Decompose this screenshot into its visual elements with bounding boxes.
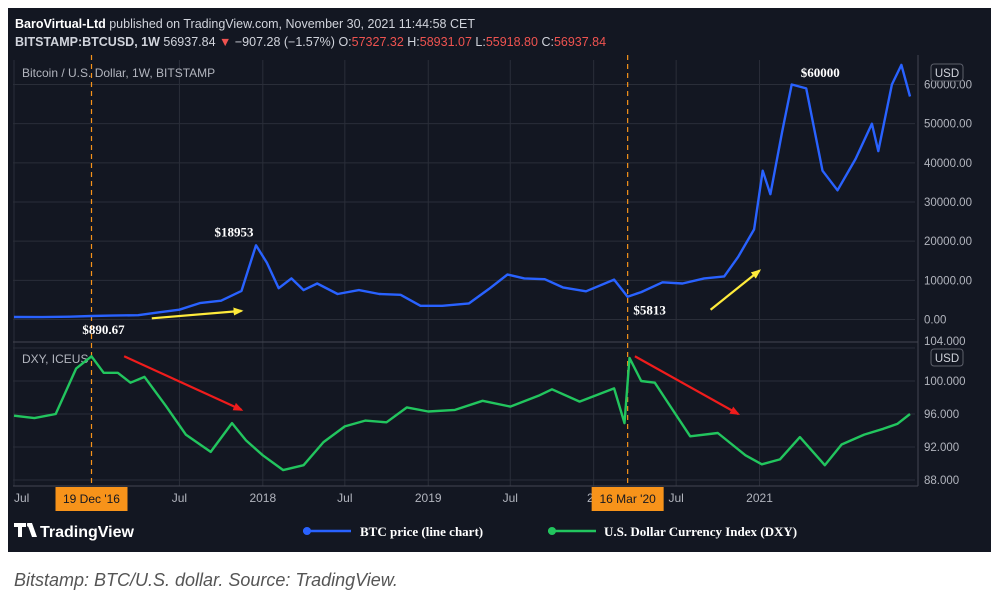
legend-swatch-dot: [548, 527, 556, 535]
date-marker-badge: [591, 487, 664, 511]
x-tick-label: Jul: [503, 491, 518, 505]
high-value: 58931.07: [419, 35, 472, 49]
close-label: C:: [541, 35, 554, 49]
open-label: O:: [338, 35, 352, 49]
y-tick-label: 100.000: [924, 376, 966, 388]
y-tick-label: 96.000: [924, 409, 959, 421]
y-tick-label: 30000.00: [924, 197, 972, 209]
x-tick-label: Jul: [668, 491, 683, 505]
legend-label: U.S. Dollar Currency Index (DXY): [604, 524, 797, 539]
panel-title: Bitcoin / U.S. Dollar, 1W, BITSTAMP: [22, 66, 215, 80]
y-tick-label: 88.000: [924, 475, 959, 487]
price-annotation: $60000: [801, 65, 840, 80]
red-trend-arrow: [634, 355, 740, 415]
published-text: published on TradingView.com, November 3…: [109, 17, 475, 31]
y-tick-label: 50000.00: [924, 119, 972, 131]
low-label: L:: [475, 35, 486, 49]
dxy-line: [13, 355, 911, 472]
ohlc-line: BITSTAMP:BTCUSD, 1W 56937.84 ▼ −907.28 (…: [15, 35, 606, 49]
date-marker-badge: [55, 487, 128, 511]
x-tick-label: Jul: [172, 491, 187, 505]
x-tick-label: 2019: [415, 491, 442, 505]
red-trend-arrow: [123, 355, 244, 411]
y-tick-label: 40000.00: [924, 158, 972, 170]
y-tick-label: 0.00: [924, 315, 946, 327]
currency-label: USD: [935, 353, 959, 365]
y-tick-label: 104.000: [924, 336, 966, 348]
last-price: 56937.84: [163, 35, 216, 49]
price-annotation: $5813: [633, 303, 666, 318]
x-tick-label: 2018: [249, 491, 276, 505]
tradingview-logo: TradingView: [14, 523, 135, 541]
legend: BTC price (line chart) U.S. Dollar Curren…: [303, 524, 797, 539]
date-marker-label: 16 Mar '20: [599, 492, 656, 506]
figure-caption: Bitstamp: BTC/U.S. dollar. Source: Tradi…: [14, 570, 398, 590]
symbol-label: BITSTAMP:BTCUSD, 1W: [15, 35, 160, 49]
tv-logo-dot: [27, 523, 31, 527]
legend-label: BTC price (line chart): [360, 524, 483, 539]
price-change: −907.28 (−1.57%): [234, 35, 335, 49]
y-tick-label: 20000.00: [924, 236, 972, 248]
btc-price-line: [13, 63, 912, 319]
date-marker-label: 19 Dec '16: [63, 492, 120, 506]
tv-logo-icon: [14, 523, 26, 537]
currency-badge: [930, 348, 964, 367]
price-annotation: $890.67: [82, 322, 125, 337]
yellow-trend-arrow: [709, 269, 762, 311]
panel-title: DXY, ICEUS: [22, 352, 88, 366]
y-tick-label: 10000.00: [924, 275, 972, 287]
publish-line: BaroVirtual-Ltd published on TradingView…: [15, 17, 475, 31]
y-tick-label: 60000.00: [924, 80, 972, 92]
close-value: 56937.84: [553, 35, 607, 49]
x-tick-label: Jul: [337, 491, 352, 505]
legend-swatch-dot: [303, 527, 311, 535]
x-tick-label: Jul: [14, 491, 29, 505]
open-value: 57327.32: [351, 35, 404, 49]
high-label: H:: [407, 35, 420, 49]
y-tick-label: 92.000: [924, 442, 959, 454]
price-annotation: $18953: [215, 224, 255, 239]
down-triangle-icon: ▼: [219, 35, 232, 49]
publisher-name[interactable]: BaroVirtual-Ltd: [15, 17, 106, 31]
tradingview-brand-name: TradingView: [40, 524, 135, 541]
yellow-trend-arrow: [151, 307, 244, 320]
x-tick-label: 2021: [746, 491, 773, 505]
low-value: 55918.80: [485, 35, 538, 49]
currency-label: USD: [935, 68, 959, 80]
grid-lines: [13, 60, 915, 486]
currency-badge: [930, 63, 964, 82]
btc-dxy-chart: Bitcoin / U.S. Dollar, 1W, BITSTAMP 0.00 1…: [13, 55, 972, 541]
